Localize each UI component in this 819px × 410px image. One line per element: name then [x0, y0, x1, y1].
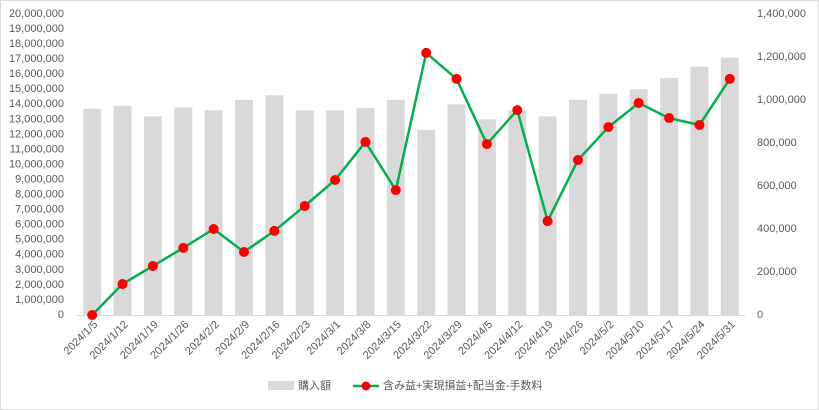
marker — [117, 279, 128, 290]
y-tick-label: 19,000,000 — [9, 23, 64, 35]
bar — [295, 110, 314, 315]
marker — [573, 154, 583, 165]
bar — [356, 108, 375, 315]
bar — [235, 99, 253, 315]
y-tick-label: 12,000,000 — [9, 128, 64, 140]
bar — [599, 93, 618, 315]
marker — [269, 225, 280, 236]
y-tick-label: 20,000,000 — [9, 8, 64, 20]
y2-tick-label: 1,400,000 — [757, 8, 806, 20]
y-tick-label: 1,000,000 — [15, 294, 64, 306]
y-tick-label: 2,000,000 — [15, 279, 64, 291]
marker — [421, 47, 432, 58]
bar — [83, 108, 102, 315]
marker — [360, 136, 371, 147]
y2-tick-label: 400,000 — [757, 223, 797, 235]
bar — [143, 116, 162, 315]
marker — [299, 200, 310, 211]
bar — [417, 129, 436, 315]
legend-swatch — [268, 381, 294, 390]
marker — [390, 185, 401, 196]
marker — [664, 113, 675, 124]
bar — [629, 89, 648, 315]
y2-tick-label: 200,000 — [757, 266, 797, 278]
y2-tick-label: 600,000 — [757, 180, 797, 192]
bar — [174, 107, 193, 315]
bar — [690, 66, 709, 315]
y2-tick-label: 800,000 — [757, 137, 797, 149]
y-tick-label: 5,000,000 — [15, 234, 64, 246]
marker — [603, 122, 614, 133]
bar — [477, 119, 496, 315]
y-tick-label: 14,000,000 — [9, 98, 64, 110]
marker — [481, 139, 492, 150]
y2-tick-label: 1,000,000 — [757, 94, 806, 106]
y-tick-label: 11,000,000 — [10, 143, 64, 155]
y2-tick-label: 1,200,000 — [757, 51, 806, 63]
legend-label: 含み益+実現損益+配当金-手数料 — [383, 378, 543, 392]
bar — [204, 110, 223, 315]
marker — [694, 119, 705, 130]
marker — [239, 247, 249, 258]
bar — [720, 57, 739, 316]
marker — [724, 73, 735, 84]
legend-label: 購入額 — [298, 378, 331, 392]
marker — [87, 310, 98, 320]
bar — [386, 99, 405, 315]
legend-marker — [361, 381, 371, 391]
y-tick-label: 8,000,000 — [15, 189, 64, 201]
y-tick-label: 6,000,000 — [15, 219, 64, 231]
y-tick-label: 17,000,000 — [9, 53, 64, 65]
y-tick-label: 10,000,000 — [9, 158, 64, 170]
marker — [147, 260, 158, 271]
marker — [633, 98, 644, 109]
bar — [508, 110, 527, 315]
line — [91, 50, 731, 316]
marker — [208, 224, 219, 234]
y-tick-label: 4,000,000 — [15, 249, 64, 261]
bar — [265, 95, 284, 316]
y-tick-label: 0 — [58, 309, 64, 321]
y-tick-label: 3,000,000 — [15, 264, 64, 276]
marker — [451, 73, 462, 84]
y-tick-label: 7,000,000 — [15, 204, 64, 216]
y-tick-label: 9,000,000 — [15, 173, 64, 185]
bar — [538, 116, 557, 315]
bar — [113, 105, 132, 316]
marker — [178, 242, 189, 253]
bar — [660, 77, 679, 316]
y-tick-label: 15,000,000 — [9, 83, 64, 95]
bar — [326, 110, 345, 315]
y2-tick-label: 0 — [757, 309, 763, 321]
marker — [512, 105, 523, 116]
y-tick-label: 16,000,000 — [9, 68, 64, 80]
bar — [569, 99, 587, 315]
bar — [447, 104, 466, 315]
marker — [542, 216, 553, 227]
y-tick-label: 18,000,000 — [9, 38, 64, 50]
y-tick-label: 13,000,000 — [9, 113, 64, 125]
marker — [330, 174, 341, 185]
